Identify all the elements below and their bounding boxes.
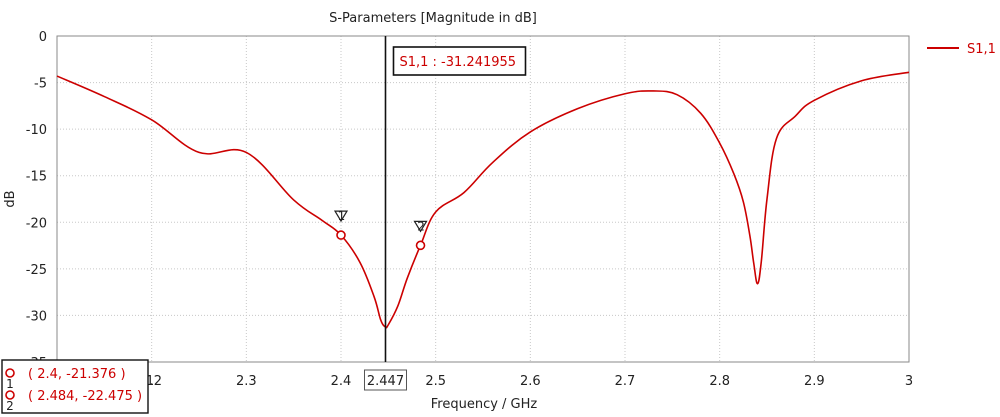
- marker-readout-dot: [5, 368, 15, 378]
- marker-readout-frame: [1, 359, 149, 414]
- y-tick-label: 0: [39, 30, 47, 45]
- x-tick-label: 2.3: [236, 374, 257, 389]
- legend-entry-label: S1,1: [967, 42, 996, 57]
- x-tick-label: 2.4: [331, 374, 352, 389]
- marker-2[interactable]: 2: [413, 219, 428, 251]
- y-tick-label: -30: [26, 309, 47, 324]
- y-tick-label: -20: [26, 216, 47, 231]
- y-tick-label: -25: [26, 263, 47, 278]
- marker-readout-box: 1 ( 2.4, -21.376 ) 2 ( 2.484, -22.475 ): [1, 359, 149, 414]
- marker-readout-value: ( 2.4, -21.376 ): [28, 367, 126, 382]
- grid-layer: [56, 35, 910, 363]
- marker-readout-value: ( 2.484, -22.475 ): [28, 389, 142, 404]
- y-axis-title: dB: [3, 190, 18, 207]
- plot-frame: [56, 35, 910, 363]
- x-tick-label: 2.8: [709, 374, 730, 389]
- legend: S1,1: [927, 42, 996, 57]
- marker-readout-index: 2: [6, 399, 14, 413]
- marker-flag-icon[interactable]: [413, 220, 428, 233]
- chart-title: S-Parameters [Magnitude in dB]: [329, 11, 537, 26]
- x-tick-label: 2.5: [425, 374, 446, 389]
- cursor-x-box: [363, 369, 407, 391]
- cursor-readout-box: [392, 46, 527, 76]
- marker-layer[interactable]: 12: [333, 209, 428, 251]
- x-axis-title: Frequency / GHz: [431, 397, 538, 412]
- cursor-layer[interactable]: 2.447 S1,1 : -31.241955: [363, 36, 527, 391]
- marker-id-label: 1: [338, 209, 346, 223]
- y-tick-label: -5: [34, 77, 47, 92]
- x-tick-label: 2.6: [520, 374, 541, 389]
- marker-point[interactable]: [336, 230, 346, 240]
- tick-layer: 0-5-10-15-20-25-30-3512.22.32.42.52.62.7…: [26, 30, 913, 389]
- x-tick-label: 3: [905, 374, 913, 389]
- y-tick-label: -10: [26, 123, 47, 138]
- x-tick-label: 2.9: [804, 374, 825, 389]
- x-tick-label: 2.7: [615, 374, 636, 389]
- marker-flag-icon[interactable]: [333, 210, 349, 223]
- marker-id-label: 2: [417, 219, 425, 233]
- cursor-readout-value: S1,1 : -31.241955: [399, 55, 516, 70]
- cursor-x-value: 2.447: [367, 374, 404, 389]
- series-line-s11: [56, 71, 910, 329]
- marker-1[interactable]: 1: [333, 209, 349, 240]
- plot-border: [56, 35, 910, 363]
- series-layer: [56, 71, 910, 329]
- x-tick-label: 1: [146, 374, 154, 389]
- y-tick-label: -15: [26, 170, 47, 185]
- marker-readout-index: 1: [6, 377, 14, 391]
- marker-point[interactable]: [415, 240, 426, 251]
- marker-readout-dot: [5, 390, 15, 400]
